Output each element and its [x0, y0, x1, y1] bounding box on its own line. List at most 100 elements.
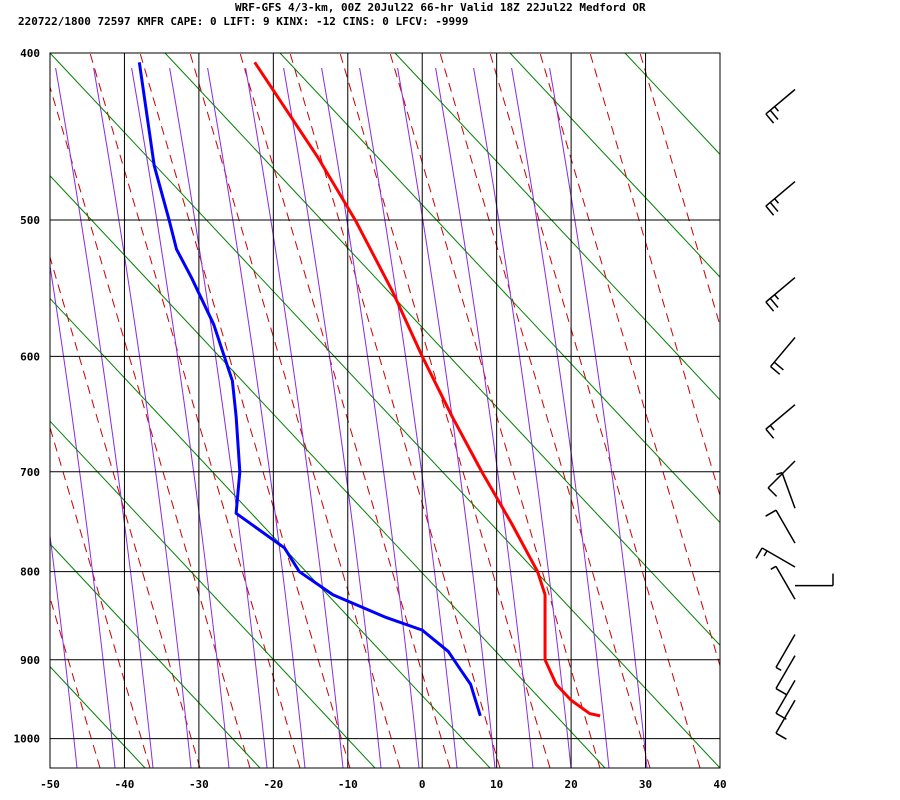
y-tick-label: 900 — [20, 654, 40, 667]
header-line-1: WRF-GFS 4/3-km, 00Z 20Jul22 66-hr Valid … — [235, 1, 646, 14]
wind-barb — [755, 547, 796, 568]
moist-adiabat — [55, 67, 154, 768]
y-tick-label: 800 — [20, 566, 40, 579]
axes: -50 -40 -30 -20 -10 0 10 20 30 40 400 500 600 700 800 9… — [14, 47, 727, 791]
y-tick-label: 400 — [20, 47, 40, 60]
wind-barb — [765, 509, 796, 544]
dry-adiabat — [639, 53, 720, 328]
y-tick-label: 1000 — [14, 733, 41, 746]
temperature-profile — [253, 61, 601, 718]
dewpoint-profile — [137, 62, 482, 717]
mixing-ratio-line — [509, 53, 720, 278]
mixing-ratio-line — [164, 53, 720, 647]
barb-staff — [775, 655, 796, 689]
barb-flag — [769, 297, 779, 309]
moist-adiabat — [435, 67, 534, 768]
wind-barb — [765, 181, 796, 216]
dry-adiabat — [189, 53, 401, 768]
moist-adiabat — [50, 531, 78, 768]
wind-barb — [775, 699, 796, 740]
dry-adiabat — [50, 255, 201, 768]
mixing-ratio-line — [279, 53, 720, 524]
x-tick-label: -40 — [115, 778, 135, 791]
wind-barb — [775, 634, 796, 672]
mixing-ratio-line — [50, 297, 491, 768]
wind-barb — [770, 565, 796, 600]
y-tick-label: 500 — [20, 214, 40, 227]
mixing-ratio-line — [855, 53, 900, 768]
x-tick-label: 10 — [490, 778, 503, 791]
moist-adiabat — [397, 67, 496, 768]
plot-frame — [49, 52, 721, 769]
barb-staff — [775, 509, 796, 544]
moist-adiabat — [131, 67, 230, 768]
barb-flag — [765, 301, 775, 312]
y-tick-label: 700 — [20, 466, 40, 479]
dry-adiabat — [139, 53, 351, 768]
mixing-ratio-line — [50, 543, 261, 768]
wind-barb — [767, 460, 796, 497]
barb-flag — [769, 109, 779, 120]
barb-half-flag — [770, 565, 777, 570]
barb-half-flag — [775, 666, 782, 672]
barb-flag — [765, 113, 775, 124]
moist-adiabat — [473, 67, 572, 768]
x-tick-label: -10 — [338, 778, 358, 791]
barb-staff — [775, 679, 796, 714]
barb-flag — [765, 428, 775, 439]
barb-flag — [769, 201, 779, 213]
barb-flag — [765, 509, 777, 517]
dry-adiabat — [439, 53, 651, 768]
dry-adiabat — [50, 425, 151, 768]
x-tick-label: -20 — [263, 778, 283, 791]
barb-staff — [769, 336, 796, 368]
wind-barbs — [755, 88, 834, 740]
wind-barb — [765, 276, 796, 312]
wind-barb — [795, 573, 834, 587]
barb-staff — [775, 634, 796, 668]
moist-adiabat — [549, 67, 648, 768]
dry-adiabat — [589, 53, 720, 498]
y-tick-label: 600 — [20, 350, 40, 363]
moist-adiabat — [283, 67, 382, 768]
moist-adiabat — [511, 67, 610, 768]
x-tick-label: 40 — [713, 778, 726, 791]
barb-half-flag — [774, 198, 780, 204]
moist-adiabat — [93, 67, 192, 768]
x-tick-label: 30 — [639, 778, 652, 791]
moist-adiabat — [169, 67, 268, 768]
barb-flag — [770, 365, 781, 375]
wind-barb — [776, 471, 796, 509]
wind-barb — [765, 88, 796, 124]
mixing-ratio-line — [394, 53, 720, 401]
barb-flag — [767, 487, 778, 497]
mixing-ratio-line — [740, 53, 900, 768]
barb-staff — [775, 699, 796, 734]
barb-flag — [765, 205, 775, 216]
moist-adiabat — [0, 68, 1, 768]
barb-half-flag — [776, 471, 783, 476]
dry-adiabat — [339, 53, 551, 768]
barb-staff — [775, 565, 796, 600]
moist-adiabat — [207, 67, 306, 768]
wind-barb — [765, 404, 796, 439]
dry-adiabat — [89, 53, 301, 768]
barb-half-flag — [763, 550, 768, 557]
barb-flag — [773, 361, 784, 371]
barb-staff — [781, 472, 796, 509]
moist-adiabat — [359, 67, 458, 768]
dry-adiabat — [50, 85, 251, 768]
dry-adiabat — [239, 53, 451, 768]
barb-flag — [775, 687, 787, 696]
moist-adiabat — [245, 67, 344, 768]
barb-flag — [755, 547, 763, 559]
dry-adiabat — [539, 53, 720, 668]
x-tick-label: 20 — [564, 778, 577, 791]
barb-half-flag — [769, 424, 775, 431]
wind-barb — [775, 679, 796, 720]
mixing-ratio-line — [50, 53, 720, 768]
x-tick-label: -50 — [40, 778, 60, 791]
mixing-ratio-line — [624, 53, 720, 156]
barb-half-flag — [774, 106, 780, 112]
